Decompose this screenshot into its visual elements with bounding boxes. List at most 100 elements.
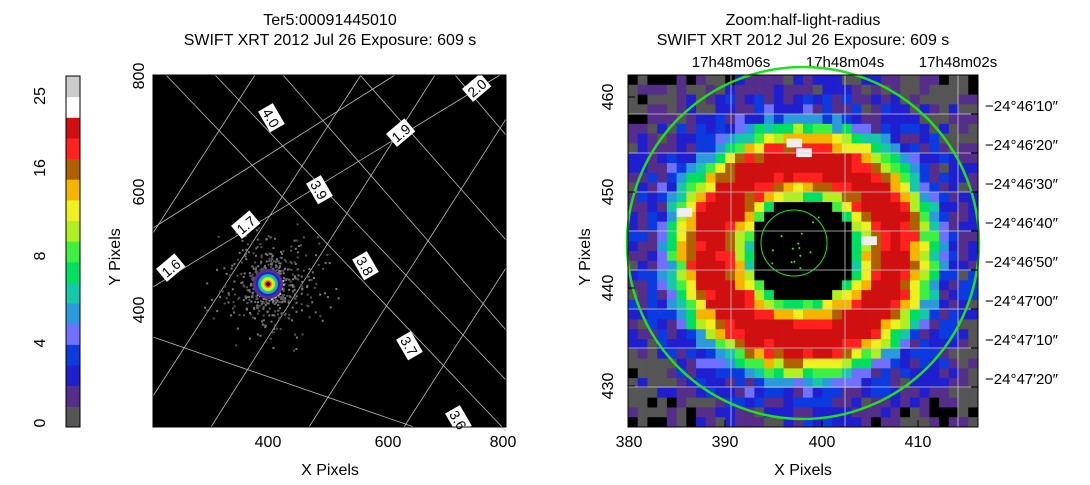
count-pixel xyxy=(294,247,297,250)
heat-cell xyxy=(744,270,755,281)
colorbar-swatch xyxy=(66,137,80,160)
heat-cell xyxy=(812,270,823,281)
heat-cell xyxy=(666,114,678,125)
heat-cell xyxy=(686,143,697,154)
count-pixel xyxy=(270,263,272,265)
heat-cell xyxy=(773,123,784,135)
heat-cell xyxy=(657,290,668,301)
heat-cell xyxy=(909,260,921,271)
heat-cell xyxy=(822,75,833,86)
left-x-tick: 800 xyxy=(489,434,517,451)
heat-cell xyxy=(919,280,930,291)
heat-cell xyxy=(657,251,668,262)
heat-cell xyxy=(822,153,833,164)
count-pixel xyxy=(233,280,236,283)
right-x-tick: 410 xyxy=(904,434,932,451)
heat-cell xyxy=(696,153,707,164)
count-pixel xyxy=(270,256,273,259)
heat-cell xyxy=(958,387,969,399)
heat-cell xyxy=(696,133,707,144)
heat-cell xyxy=(832,407,843,418)
heat-cell xyxy=(754,319,765,330)
heat-cell xyxy=(754,104,765,115)
heat-cell xyxy=(637,182,648,193)
heat-cell xyxy=(744,407,755,418)
heat-cell xyxy=(871,123,882,135)
heat-cell xyxy=(929,84,940,95)
heat-cell xyxy=(948,94,959,105)
heat-cell xyxy=(929,309,940,320)
heat-cell xyxy=(666,192,678,203)
count-pixel xyxy=(256,270,259,273)
heat-cell xyxy=(764,94,775,105)
heat-cell xyxy=(890,280,901,291)
heat-cell xyxy=(647,270,658,281)
heat-cell xyxy=(666,329,678,340)
count-pixel xyxy=(281,313,284,316)
heat-cell xyxy=(939,182,950,193)
heat-cell xyxy=(793,251,804,262)
heat-cell xyxy=(939,329,950,340)
count-pixel xyxy=(293,349,295,352)
count-pixel xyxy=(268,307,271,310)
heat-cell xyxy=(909,407,921,418)
heat-cell xyxy=(734,319,746,330)
heat-cell xyxy=(637,397,648,408)
heat-cell xyxy=(968,84,979,95)
heat-cell xyxy=(754,260,765,271)
heat-cell xyxy=(696,251,707,262)
count-pixel xyxy=(286,294,289,297)
heat-cell xyxy=(812,211,823,223)
count-pixel xyxy=(245,295,248,298)
heat-cell xyxy=(939,172,950,183)
heat-cell xyxy=(909,231,921,242)
heat-cell xyxy=(705,133,716,144)
heat-cell xyxy=(686,221,697,232)
heat-cell xyxy=(793,75,804,86)
count-pixel xyxy=(271,314,274,317)
count-pixel xyxy=(271,254,274,257)
heat-cell xyxy=(783,231,794,242)
heat-cell xyxy=(773,397,784,408)
heat-cell xyxy=(919,397,930,408)
count-pixel xyxy=(273,328,276,330)
count-pixel xyxy=(241,239,244,242)
heat-cell xyxy=(628,299,639,311)
left-ticks xyxy=(153,191,389,427)
heat-cell xyxy=(705,143,716,154)
heat-cell xyxy=(657,143,668,154)
count-pixel xyxy=(260,303,263,306)
count-pixel xyxy=(254,269,257,272)
count-pixel xyxy=(313,286,316,289)
heat-cell xyxy=(832,260,843,271)
heat-cell xyxy=(812,241,823,252)
heat-cell xyxy=(958,182,969,193)
heat-cell xyxy=(773,329,784,340)
heat-cell xyxy=(628,163,639,174)
heat-cell xyxy=(812,280,823,291)
heat-cell xyxy=(647,397,658,408)
count-pixel xyxy=(273,260,276,263)
heat-cell xyxy=(637,143,648,154)
hot-pixel xyxy=(676,208,693,217)
heat-cell xyxy=(832,163,843,174)
heat-cell xyxy=(744,358,755,369)
count-pixel xyxy=(265,260,268,263)
heat-cell xyxy=(773,94,784,105)
heat-cell xyxy=(715,182,726,193)
heat-cell xyxy=(919,407,930,418)
heat-cell xyxy=(657,417,668,428)
heat-cell xyxy=(851,358,862,369)
heat-cell xyxy=(715,329,726,340)
heat-cell xyxy=(705,319,716,330)
heat-cell xyxy=(783,368,794,379)
heat-cell xyxy=(812,348,823,359)
heat-cell xyxy=(968,387,979,399)
heat-cell xyxy=(803,211,814,223)
heat-cell xyxy=(783,309,794,320)
heat-cell xyxy=(637,417,648,428)
heat-cell xyxy=(861,397,872,408)
count-pixel xyxy=(310,278,313,281)
heat-cell xyxy=(715,339,726,350)
